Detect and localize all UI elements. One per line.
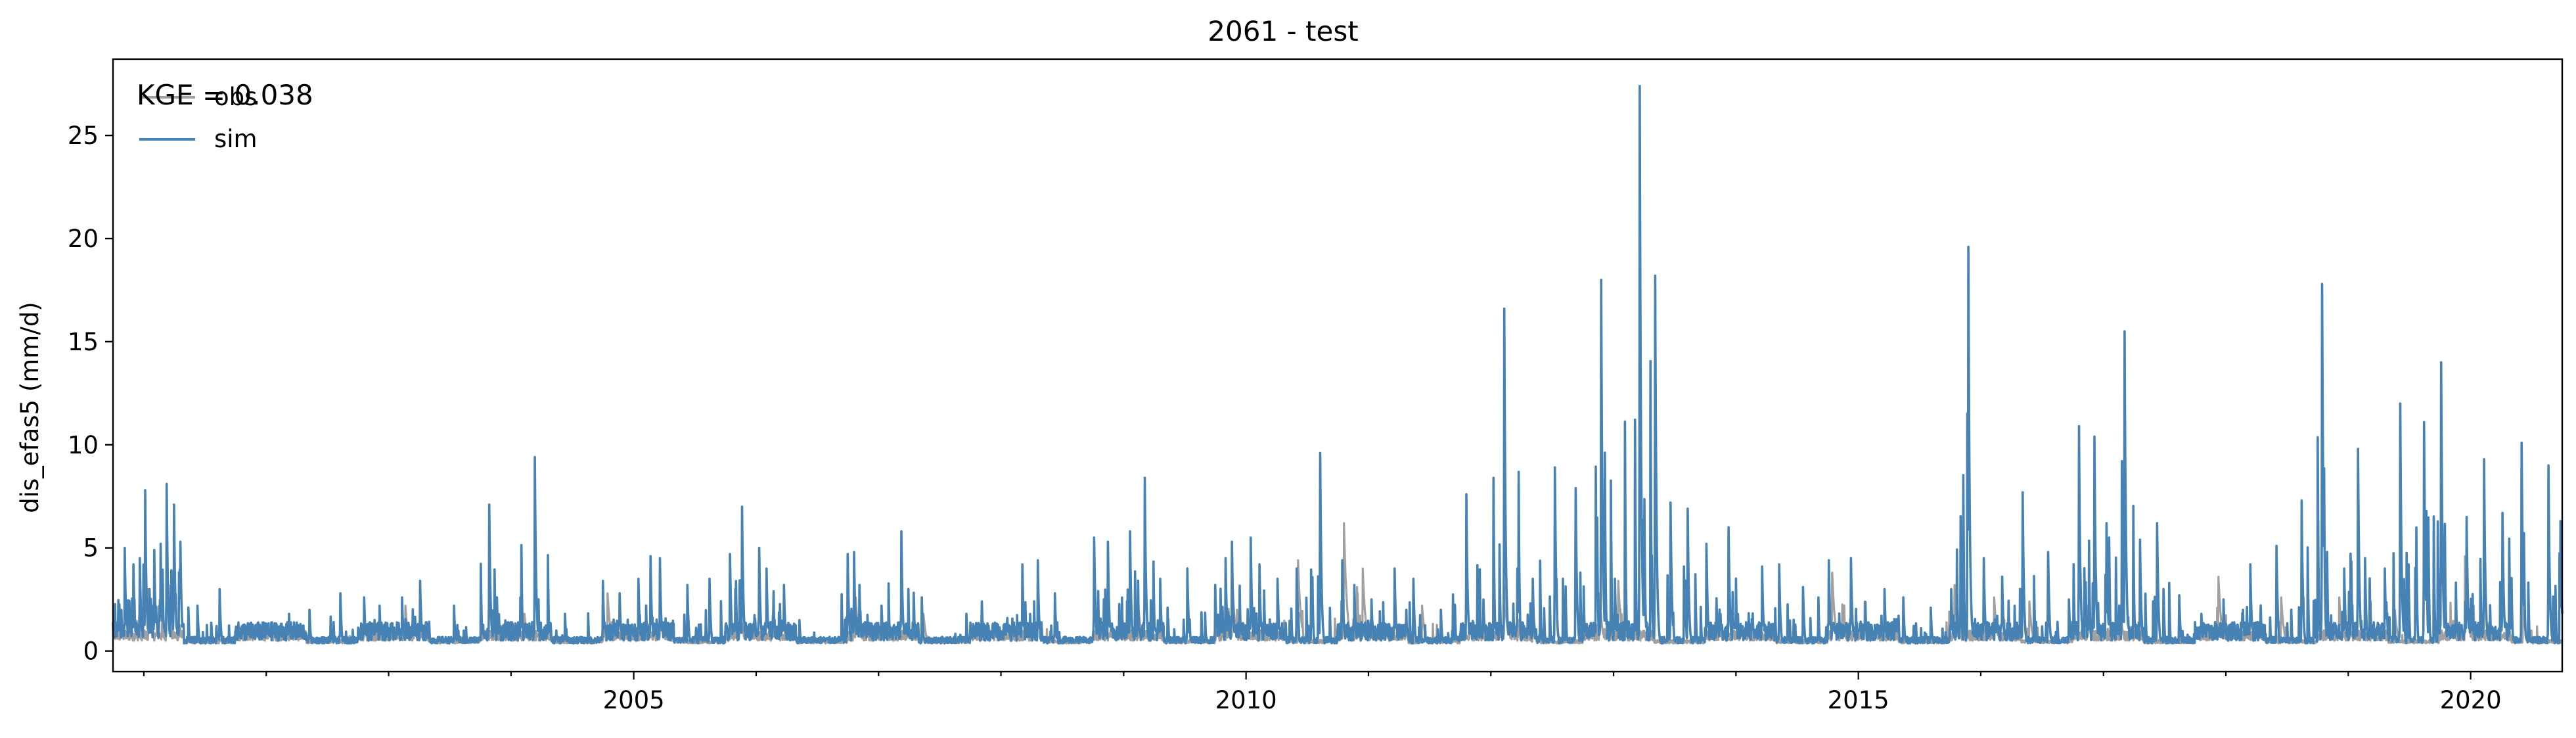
x-tick-label: 2015 — [1828, 686, 1889, 714]
legend: obs sim — [139, 83, 258, 153]
y-tick-label: 10 — [68, 431, 99, 459]
y-tick-label: 15 — [68, 328, 99, 356]
y-tick-label: 25 — [68, 122, 99, 150]
plot-area — [112, 85, 2564, 645]
kge-annotation: KGE = 0.038 — [137, 79, 313, 111]
x-tick-label: 2020 — [2440, 686, 2502, 714]
plot-frame — [112, 58, 2564, 673]
x-tick-label: 2010 — [1215, 686, 1277, 714]
axes: 0 5 10 15 20 25 2005 2010 2015 2020 — [68, 58, 2564, 714]
chart-title: 2061 - test — [1208, 15, 1358, 47]
legend-obs-label: obs — [214, 83, 257, 111]
y-tick-label: 20 — [68, 225, 99, 253]
y-tick-label: 0 — [83, 637, 99, 666]
series-sim-line — [112, 85, 2564, 645]
y-axis-label: dis_efas5 (mm/d) — [16, 302, 44, 513]
x-tick-label: 2005 — [603, 686, 665, 714]
legend-sim-label: sim — [214, 125, 258, 153]
y-tick-label: 5 — [83, 534, 99, 563]
